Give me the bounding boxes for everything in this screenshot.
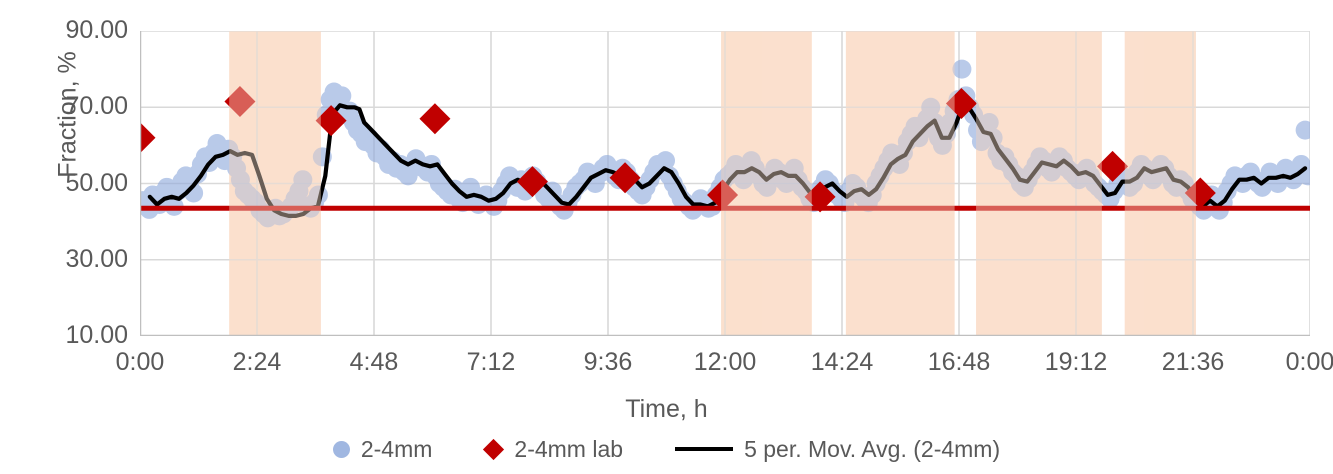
lab-diamond-marker	[1184, 177, 1216, 209]
shaded-band-overlay	[1124, 31, 1196, 336]
lab-diamond-marker	[707, 179, 739, 211]
shaded-band-overlay	[976, 31, 1102, 336]
x-axis-tick-label: 19:12	[1044, 348, 1108, 376]
legend-item-label: 5 per. Mov. Avg. (2-4mm)	[744, 435, 1001, 462]
x-axis-tick-label: 0:00	[1285, 348, 1333, 376]
shaded-band-overlay	[721, 31, 812, 336]
y-axis-tick-label: 50.00	[65, 168, 128, 197]
scatter-point	[979, 113, 999, 132]
scatter-point	[921, 97, 941, 117]
lab-diamond-marker	[1097, 150, 1129, 182]
y-axis-tick-label: 10.00	[65, 321, 128, 349]
scatter-point	[1295, 120, 1310, 140]
lab-series-2-4mm-lab	[140, 86, 1216, 213]
lab-diamond-marker	[609, 162, 641, 194]
lab-diamond-marker	[945, 87, 977, 119]
scatter-point	[332, 86, 352, 106]
scatter-point	[293, 170, 313, 190]
lab-diamond-marker	[315, 105, 347, 137]
chart-legend: 2-4mm 2-4mm lab 5 per. Mov. Avg. (2-4mm)	[0, 432, 1333, 466]
diamond-marker-icon	[483, 438, 505, 460]
plot-area	[140, 31, 1310, 336]
legend-item[interactable]: 2-4mm lab	[483, 435, 624, 463]
x-axis-tick-label: 9:36	[583, 348, 633, 376]
y-axis-tick-label: 90.00	[65, 16, 128, 44]
x-axis-tick-label: 12:00	[693, 348, 757, 376]
shaded-band-overlay-group	[229, 31, 1196, 336]
legend-item-label: 2-4mm lab	[514, 435, 624, 462]
plot-svg	[140, 31, 1310, 336]
y-axis-tick-labels: 90.00 70.00 50.00 30.00 10.00	[10, 0, 128, 474]
y-axis-tick-label: 70.00	[65, 92, 128, 121]
shaded-band-overlay	[229, 31, 321, 336]
y-axis-tick-label: 30.00	[65, 244, 128, 273]
lab-diamond-marker	[516, 166, 548, 198]
x-axis-tick-label: 7:12	[466, 348, 516, 376]
legend-item[interactable]: 2-4mm	[332, 435, 433, 463]
x-axis-tick-label: 16:48	[927, 348, 991, 376]
x-axis-tick-label: 2:24	[232, 348, 282, 376]
lab-diamond-marker	[419, 103, 451, 135]
scatter-point	[952, 59, 972, 79]
shaded-band-overlay	[845, 31, 955, 336]
lab-diamond-marker	[140, 122, 156, 154]
x-axis-tick-label: 14:24	[810, 348, 874, 376]
lab-diamond-marker	[224, 86, 256, 118]
line-marker-icon	[675, 447, 734, 451]
x-axis-title: Time, h	[625, 395, 708, 423]
legend-item-label: 2-4mm	[360, 435, 433, 462]
legend-item[interactable]: 5 per. Mov. Avg. (2-4mm)	[675, 436, 1000, 463]
circle-marker-icon	[332, 440, 350, 458]
lab-diamond-marker	[804, 181, 836, 213]
x-axis-tick-label: 4:48	[349, 348, 399, 376]
scatter-point	[656, 151, 676, 171]
x-axis-tick-label: 21:36	[1161, 348, 1225, 376]
x-axis-tick-label: 0:00	[115, 348, 165, 376]
